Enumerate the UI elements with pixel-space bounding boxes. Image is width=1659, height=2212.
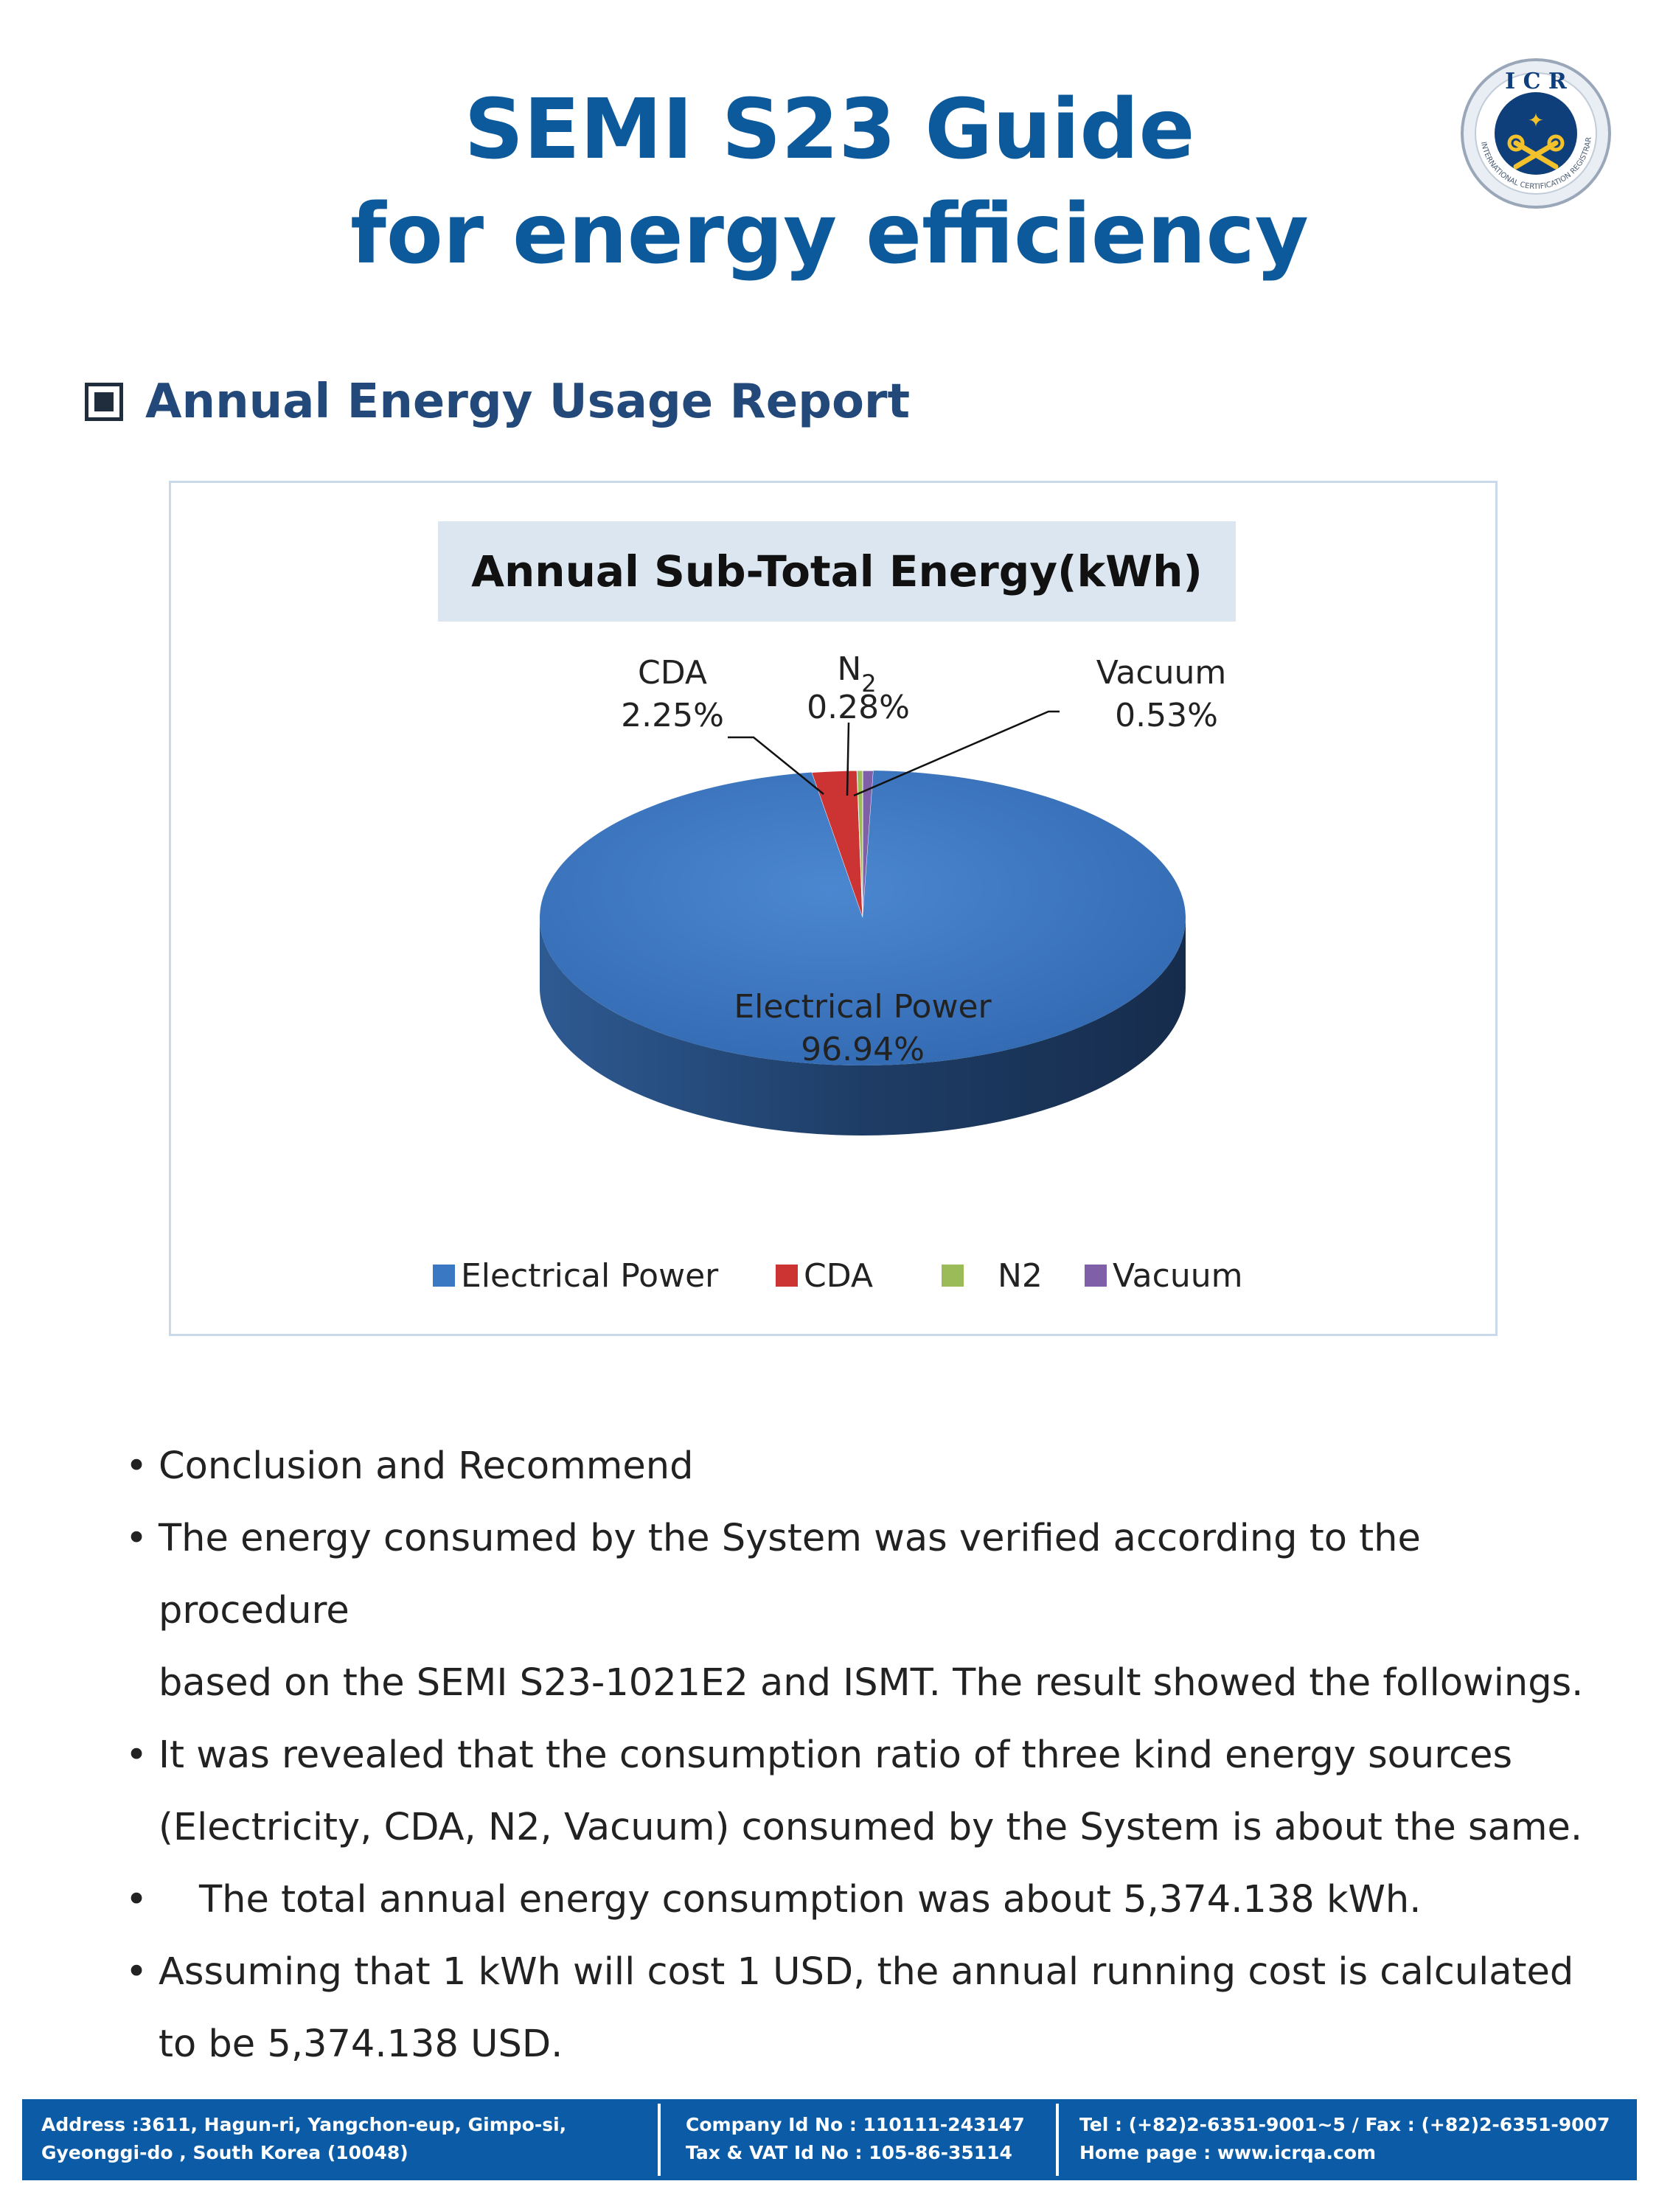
bullet-marker: • — [125, 1444, 148, 1488]
data-label-cda-name: CDA — [638, 654, 707, 692]
chart-canvas: Electrical Power 96.94% CDA 2.25% N2 0.28% Vac… — [433, 650, 1242, 1295]
footer-contact: Tel : (+82)2-6351-9001~5 / Fax : (+82)2-… — [1079, 2111, 1610, 2167]
chart-title: Annual Sub-Total Energy(kWh) — [438, 521, 1236, 622]
section-heading-text: Annual Energy Usage Report — [145, 375, 911, 429]
legend-swatch — [433, 1265, 455, 1287]
legend-item-label: Electrical Power — [461, 1257, 719, 1295]
footer-company-line: Tax & VAT Id No : 105-86-35114 — [686, 2142, 1012, 2163]
data-label-electrical-power-name: Electrical Power — [734, 988, 992, 1026]
list-item: • The total annual energy consumption wa… — [125, 1864, 1593, 1936]
footer-address-line: Address :3611, Hagun-ri, Yangchon-eup, G… — [41, 2114, 567, 2135]
list-item-text: It was revealed that the consumption rat… — [159, 1733, 1513, 1777]
bullet-marker: • — [125, 1950, 148, 1994]
list-item-text: The total annual energy consumption was … — [199, 1878, 1422, 1921]
footer-divider — [658, 2104, 661, 2176]
legend-swatch — [1085, 1265, 1107, 1287]
list-item: • Assuming that 1 kWh will cost 1 USD, t… — [125, 1936, 1593, 2081]
legend-item-label: N2 — [998, 1257, 1043, 1295]
leader-line-cda — [728, 736, 824, 795]
leader-line-n2 — [846, 722, 850, 796]
footer-contact-line: Tel : (+82)2-6351-9001~5 / Fax : (+82)2-… — [1079, 2114, 1610, 2135]
conclusion-list: • Conclusion and Recommend • The energy … — [125, 1430, 1593, 2081]
data-label-electrical-power-value: 96.94% — [801, 1031, 925, 1068]
data-label-cda-value: 2.25% — [621, 697, 724, 734]
list-item-text: The energy consumed by the System was ve… — [159, 1517, 1421, 1632]
slice-electrical-power — [540, 771, 1186, 1065]
footer-divider — [1056, 2104, 1059, 2176]
footer-company-line: Company Id No : 110111-243147 — [686, 2114, 1025, 2135]
page-title: SEMI S23 Guide for energy efficiency — [0, 77, 1659, 287]
svg-text:✦: ✦ — [1528, 110, 1544, 132]
legend-swatch — [776, 1265, 798, 1287]
bullet-marker: • — [125, 1733, 148, 1777]
logo-letters: I C R — [1505, 69, 1568, 94]
pie-side — [540, 918, 1186, 1135]
footer-address: Address :3611, Hagun-ri, Yangchon-eup, G… — [41, 2111, 566, 2167]
legend-item-label: CDA — [804, 1257, 873, 1295]
title-line-2: for energy efficiency — [350, 187, 1309, 282]
list-item-text: (Electricity, CDA, N2, Vacuum) consumed … — [159, 1806, 1583, 1849]
data-label-vacuum-name: Vacuum — [1096, 654, 1226, 692]
list-item: • Conclusion and Recommend — [125, 1430, 1593, 1503]
pie-chart: Annual Sub-Total Energy(kWh) Electrical … — [169, 481, 1498, 1336]
section-heading: Annual Energy Usage Report — [85, 372, 910, 431]
data-label-n2-subscript: 2 — [861, 669, 876, 698]
data-label-vacuum-value: 0.53% — [1115, 697, 1218, 734]
icr-logo: I C R ✦ INTERNATIONAL CERTIFICATION REGI… — [1461, 58, 1611, 209]
legend-item-label: Vacuum — [1113, 1257, 1242, 1295]
slice-vacuum — [862, 770, 874, 919]
list-item-text: to be 5,374.138 USD. — [159, 2023, 563, 2066]
list-item-text: Assuming that 1 kWh will cost 1 USD, the… — [159, 1950, 1574, 1994]
footer-contact-line: Home page : www.icrqa.com — [1079, 2142, 1377, 2163]
list-item-text: based on the SEMI S23-1021E2 and ISMT. T… — [159, 1661, 1584, 1705]
list-item: • The energy consumed by the System was … — [125, 1503, 1593, 1719]
footer-company: Company Id No : 110111-243147 Tax & VAT … — [686, 2111, 1025, 2167]
data-label-n2-value: 0.28% — [807, 689, 910, 726]
legend-swatch — [942, 1265, 964, 1287]
leader-line-vacuum — [853, 710, 1060, 797]
bullet-marker: • — [125, 1878, 148, 1921]
list-item: • It was revealed that the consumption r… — [125, 1719, 1593, 1864]
square-bullet-icon — [85, 383, 123, 421]
footer-address-line: Gyeonggi-do , South Korea (10048) — [41, 2142, 408, 2163]
footer: Address :3611, Hagun-ri, Yangchon-eup, G… — [22, 2099, 1637, 2180]
list-item-text: Conclusion and Recommend — [159, 1444, 694, 1488]
bullet-marker: • — [125, 1517, 148, 1560]
title-line-1: SEMI S23 Guide — [464, 82, 1195, 178]
